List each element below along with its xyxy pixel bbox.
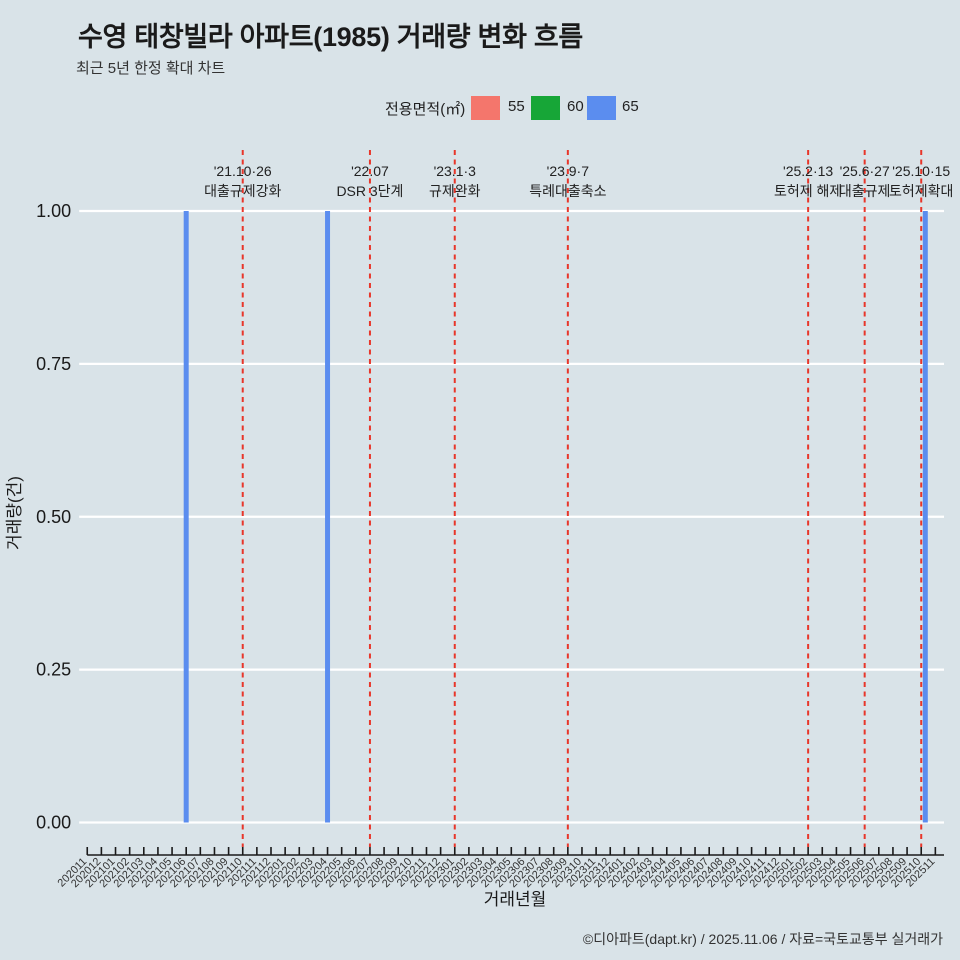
svg-text:대출규제: 대출규제 xyxy=(839,183,891,199)
svg-text:규제완화: 규제완화 xyxy=(429,183,481,199)
svg-text:0.75: 0.75 xyxy=(36,354,71,374)
svg-text:토허제확대: 토허제확대 xyxy=(889,183,953,199)
svg-text:©디아파트(dapt.kr) / 2025.11.06 /: ©디아파트(dapt.kr) / 2025.11.06 / 자료=국토교통부 실… xyxy=(583,931,943,947)
svg-text:1.00: 1.00 xyxy=(36,201,71,221)
svg-text:DSR 3단계: DSR 3단계 xyxy=(336,183,403,199)
svg-text:대출규제강화: 대출규제강화 xyxy=(204,183,281,199)
svg-text:거래년월: 거래년월 xyxy=(484,890,547,909)
svg-text:거래량(건): 거래량(건) xyxy=(5,476,24,550)
svg-text:토허제 해제: 토허제 해제 xyxy=(774,183,842,199)
svg-text:'25.6·27: '25.6·27 xyxy=(840,163,890,179)
svg-text:0.50: 0.50 xyxy=(36,507,71,527)
svg-text:'25.2·13: '25.2·13 xyxy=(783,163,833,179)
svg-text:'21.10·26: '21.10·26 xyxy=(214,163,272,179)
svg-text:'23.1·3: '23.1·3 xyxy=(434,163,477,179)
svg-text:0.00: 0.00 xyxy=(36,813,71,833)
svg-text:특례대출축소: 특례대출축소 xyxy=(529,183,606,199)
svg-text:'25.10·15: '25.10·15 xyxy=(892,163,950,179)
svg-text:0.25: 0.25 xyxy=(36,660,71,680)
svg-text:'23.9·7: '23.9·7 xyxy=(547,163,590,179)
svg-text:'22.07: '22.07 xyxy=(351,163,389,179)
